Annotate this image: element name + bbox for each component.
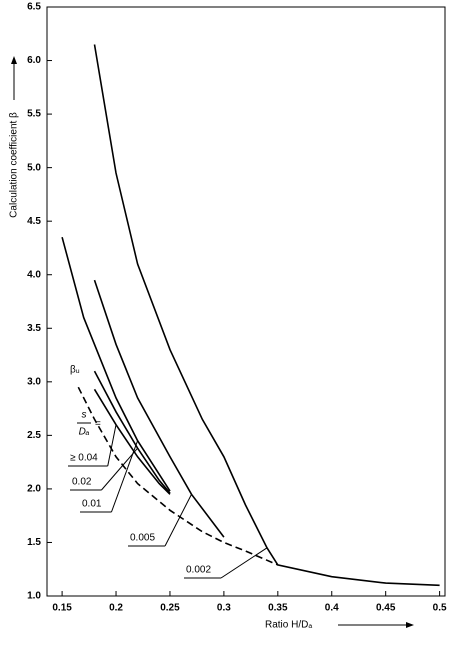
plot-frame: [46, 6, 446, 597]
curve: [93, 388, 171, 495]
x-tick-label: 0.4: [325, 603, 339, 614]
x-tick-label: 0.3: [217, 603, 231, 614]
legend-title-d: Dₐ: [79, 427, 90, 438]
legend-title-s: s: [82, 410, 87, 421]
y-tick-label: 1.5: [27, 537, 41, 548]
y-tick-label: 2.5: [27, 430, 41, 441]
leader-line: [220, 547, 268, 579]
leader-line: [107, 424, 117, 467]
legend-label: 0.005: [130, 533, 155, 544]
y-tick-label: 6.0: [27, 55, 41, 66]
y-axis-label: Calculation coefficient β: [9, 112, 20, 218]
y-tick-label: 6.5: [27, 2, 41, 13]
y-tick-label: 2.0: [27, 484, 41, 495]
curve: [93, 44, 440, 587]
x-axis-label: Ratio H/Dₐ: [265, 620, 312, 631]
y-tick-label: 3.5: [27, 323, 41, 334]
legend-label: 0.02: [72, 477, 92, 488]
y-arrow-head: [11, 56, 17, 64]
x-tick-label: 0.15: [52, 603, 72, 614]
y-tick-label: 1.0: [27, 591, 41, 602]
y-tick-label: 5.5: [27, 109, 41, 120]
curve: [77, 386, 279, 566]
y-tick-label: 4.0: [27, 269, 41, 280]
x-tick-label: 0.35: [268, 603, 288, 614]
leader-line: [164, 494, 192, 547]
x-tick-label: 0.45: [376, 603, 396, 614]
x-tick-label: 0.5: [433, 603, 447, 614]
legend-label: βᵤ: [70, 365, 80, 376]
curve: [93, 279, 225, 538]
y-tick-label: 5.0: [27, 162, 41, 173]
legend-label: 0.01: [82, 499, 102, 510]
legend-label: ≥ 0.04: [70, 453, 98, 464]
leader-line: [101, 447, 138, 491]
x-tick-label: 0.25: [160, 603, 180, 614]
legend-label: 0.002: [186, 565, 211, 576]
x-arrow-head: [406, 622, 414, 628]
curve: [93, 370, 171, 494]
leader-line: [110, 440, 139, 513]
y-tick-label: 4.5: [27, 216, 41, 227]
y-tick-label: 3.0: [27, 376, 41, 387]
curve: [61, 236, 171, 492]
legend-title-eq: =: [95, 419, 101, 430]
x-tick-label: 0.2: [109, 603, 123, 614]
